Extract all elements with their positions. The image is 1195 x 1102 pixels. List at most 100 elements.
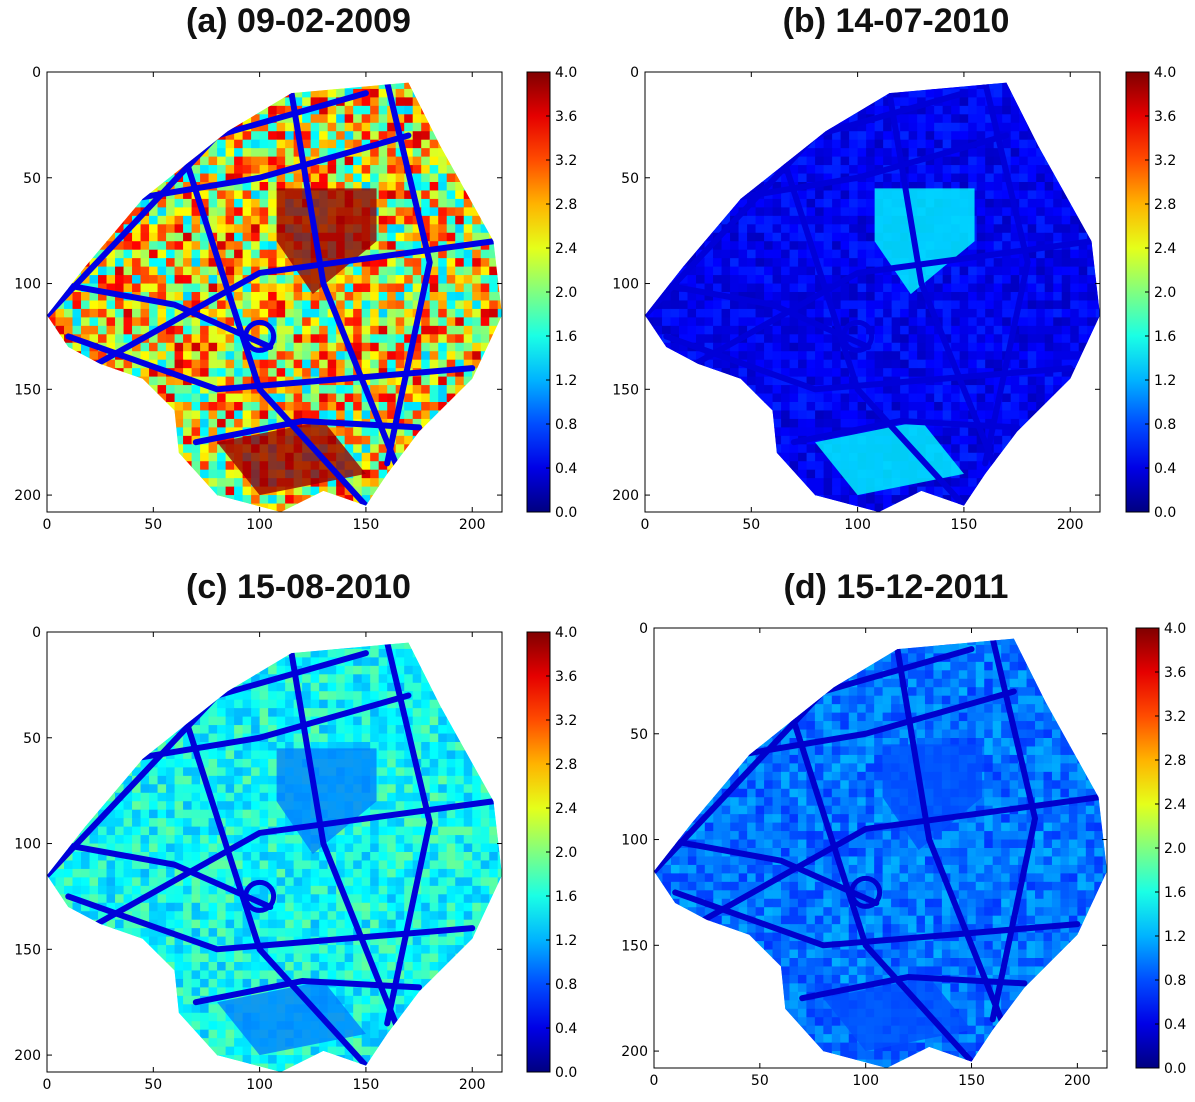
heatmap-cell xyxy=(243,89,252,98)
heatmap-cell xyxy=(645,351,654,360)
heatmap-cell xyxy=(455,72,464,81)
heatmap-cell xyxy=(455,495,464,504)
heatmap-cell xyxy=(149,89,158,98)
heatmap-cell xyxy=(1079,165,1088,174)
heatmap-cell xyxy=(764,394,773,403)
heatmap-cell xyxy=(430,140,439,149)
heatmap-cell xyxy=(1053,224,1062,233)
heatmap-cell xyxy=(379,478,388,487)
heatmap-cell xyxy=(90,461,99,470)
heatmap-cell xyxy=(866,182,875,191)
heatmap-cell xyxy=(260,258,269,267)
heatmap-cell xyxy=(464,123,473,132)
heatmap-cell xyxy=(175,241,184,250)
heatmap-cell xyxy=(1062,394,1071,403)
heatmap-cell xyxy=(849,394,858,403)
heatmap-cell xyxy=(268,351,277,360)
heatmap-cell xyxy=(951,106,960,115)
heatmap-cell xyxy=(98,300,107,309)
heatmap-cell xyxy=(455,97,464,106)
heatmap-cell xyxy=(849,233,858,242)
heatmap-cell xyxy=(679,241,688,250)
colorbar-tick-label: 2.4 xyxy=(555,241,577,257)
heatmap-cell xyxy=(370,165,379,174)
heatmap-cell xyxy=(285,394,294,403)
heatmap-cell xyxy=(900,334,909,343)
heatmap-cell xyxy=(464,309,473,318)
heatmap-cell xyxy=(815,140,824,149)
heatmap-cell xyxy=(132,309,141,318)
heatmap-cell xyxy=(438,131,447,140)
heatmap-cell xyxy=(175,157,184,166)
heatmap-cell xyxy=(183,394,192,403)
heatmap-cell xyxy=(985,275,994,284)
heatmap-cell xyxy=(56,461,65,470)
heatmap-cell xyxy=(464,267,473,276)
heatmap-cell xyxy=(781,394,790,403)
heatmap-cell xyxy=(985,360,994,369)
heatmap-cell xyxy=(124,300,133,309)
heatmap-cell xyxy=(285,157,294,166)
heatmap-cell xyxy=(866,300,875,309)
heatmap-cell xyxy=(209,275,218,284)
heatmap-cell xyxy=(370,292,379,301)
heatmap-cell xyxy=(977,233,986,242)
heatmap-cell xyxy=(183,326,192,335)
heatmap-cell xyxy=(790,97,799,106)
heatmap-cell xyxy=(1062,190,1071,199)
heatmap-cell xyxy=(438,410,447,419)
heatmap-cell xyxy=(302,368,311,377)
heatmap-cell xyxy=(1019,334,1028,343)
heatmap-cell xyxy=(688,300,697,309)
heatmap-cell xyxy=(1087,343,1096,352)
heatmap-cell xyxy=(696,207,705,216)
heatmap-cell xyxy=(396,275,405,284)
heatmap-cell xyxy=(64,351,73,360)
heatmap-cell xyxy=(387,190,396,199)
heatmap-cell xyxy=(824,106,833,115)
heatmap-cell xyxy=(968,326,977,335)
heatmap-cell xyxy=(56,334,65,343)
heatmap-cell xyxy=(747,377,756,386)
heatmap-cell xyxy=(875,123,884,132)
heatmap-cell xyxy=(747,394,756,403)
heatmap-cell xyxy=(696,233,705,242)
heatmap-cell xyxy=(345,174,354,183)
heatmap-cell xyxy=(832,89,841,98)
heatmap-cell xyxy=(968,309,977,318)
heatmap-cell xyxy=(166,377,175,386)
heatmap-cell xyxy=(730,368,739,377)
heatmap-cell xyxy=(98,114,107,123)
heatmap-cell xyxy=(166,80,175,89)
heatmap-cell xyxy=(909,351,918,360)
heatmap-cell xyxy=(1070,224,1079,233)
heatmap-cell xyxy=(107,317,116,326)
heatmap-cell xyxy=(773,114,782,123)
heatmap-cell xyxy=(413,157,422,166)
heatmap-cell xyxy=(158,165,167,174)
heatmap-cell xyxy=(849,300,858,309)
heatmap-cell xyxy=(56,478,65,487)
heatmap-cell xyxy=(464,284,473,293)
heatmap-cell xyxy=(115,427,124,436)
heatmap-cell xyxy=(917,351,926,360)
heatmap-cell xyxy=(994,97,1003,106)
heatmap-cell xyxy=(849,148,858,157)
heatmap-cell xyxy=(234,343,243,352)
heatmap-cell xyxy=(977,190,986,199)
heatmap-cell xyxy=(994,182,1003,191)
heatmap-cell xyxy=(654,402,663,411)
heatmap-cell xyxy=(115,267,124,276)
heatmap-cell xyxy=(489,504,498,513)
heatmap-cell xyxy=(994,267,1003,276)
heatmap-cell xyxy=(1028,284,1037,293)
heatmap-cell xyxy=(192,495,201,504)
heatmap-cell xyxy=(747,351,756,360)
heatmap-cell xyxy=(158,427,167,436)
heatmap-cell xyxy=(447,199,456,208)
heatmap-cell xyxy=(268,292,277,301)
heatmap-cell xyxy=(662,165,671,174)
heatmap-cell xyxy=(328,394,337,403)
heatmap-cell xyxy=(798,241,807,250)
heatmap-cell xyxy=(756,89,765,98)
